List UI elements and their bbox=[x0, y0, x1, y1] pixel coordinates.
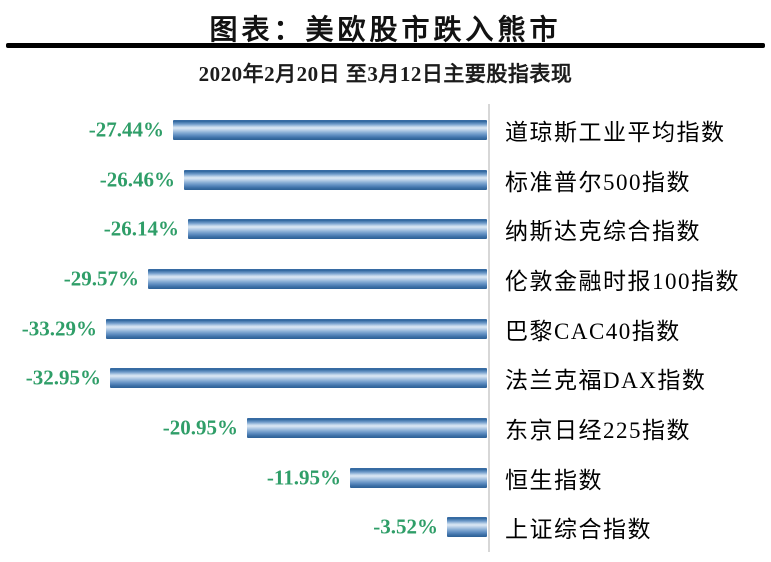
bar bbox=[247, 417, 487, 438]
chart-row: -20.95% 东京日经225指数 bbox=[0, 403, 771, 453]
bar-value-label: -29.57% bbox=[63, 266, 139, 291]
category-label: 道琼斯工业平均指数 bbox=[505, 119, 726, 145]
bar-value-label: -26.46% bbox=[99, 167, 175, 192]
bar-value-label: -32.95% bbox=[25, 365, 101, 390]
category-label: 标准普尔500指数 bbox=[505, 169, 691, 195]
chart-row: -29.57% 伦敦金融时报100指数 bbox=[0, 254, 771, 304]
chart-row: -26.46% 标准普尔500指数 bbox=[0, 155, 771, 205]
bar-value-label: -27.44% bbox=[88, 117, 164, 142]
bar bbox=[110, 368, 487, 389]
bar bbox=[148, 268, 487, 289]
title-divider-line bbox=[6, 43, 765, 48]
bar bbox=[184, 169, 487, 190]
bar bbox=[106, 318, 487, 339]
chart-subtitle: 2020年2月20日 至3月12日主要股指表现 bbox=[198, 62, 573, 86]
zero-baseline-line bbox=[488, 104, 490, 552]
category-label: 巴黎CAC40指数 bbox=[505, 318, 681, 344]
bar-value-label: -26.14% bbox=[103, 216, 179, 241]
bar bbox=[350, 467, 487, 488]
chart-row: -27.44% 道琼斯工业平均指数 bbox=[0, 105, 771, 155]
category-label: 东京日经225指数 bbox=[505, 417, 691, 443]
bar-value-label: -3.52% bbox=[373, 514, 438, 539]
bar bbox=[447, 517, 487, 538]
chart-rows: -27.44% 道琼斯工业平均指数 -26.46% 标准普尔500指数 -26.… bbox=[0, 105, 771, 552]
bar-value-label: -11.95% bbox=[266, 465, 341, 490]
bar bbox=[173, 119, 487, 140]
chart-row: -3.52% 上证综合指数 bbox=[0, 503, 771, 553]
chart-row: -26.14% 纳斯达克综合指数 bbox=[0, 204, 771, 254]
chart-row: -32.95% 法兰克福DAX指数 bbox=[0, 353, 771, 403]
chart-row: -33.29% 巴黎CAC40指数 bbox=[0, 304, 771, 354]
chart-title: 图表：美欧股市跌入熊市 bbox=[209, 15, 562, 46]
category-label: 纳斯达克综合指数 bbox=[505, 219, 701, 245]
chart-row: -11.95% 恒生指数 bbox=[0, 453, 771, 503]
category-label: 法兰克福DAX指数 bbox=[505, 368, 707, 394]
bar bbox=[188, 219, 487, 240]
bar-value-label: -20.95% bbox=[162, 415, 238, 440]
bar-value-label: -33.29% bbox=[21, 316, 97, 341]
category-label: 上证综合指数 bbox=[505, 517, 652, 543]
category-label: 恒生指数 bbox=[505, 467, 603, 493]
category-label: 伦敦金融时报100指数 bbox=[505, 268, 740, 294]
